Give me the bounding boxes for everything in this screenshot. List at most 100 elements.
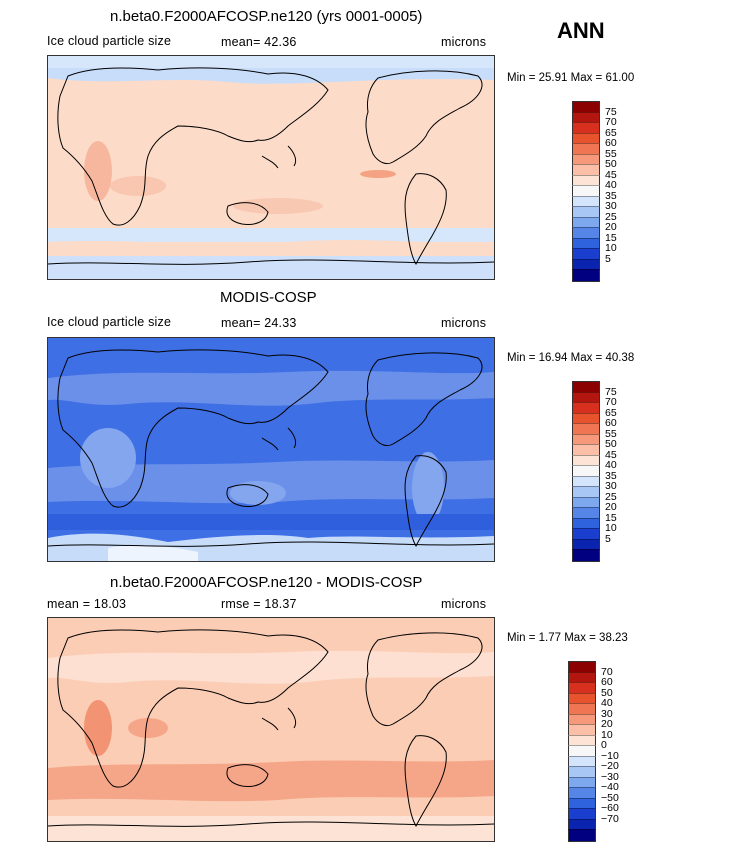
colorbar-swatch <box>572 132 600 144</box>
colorbar-swatch <box>568 671 596 683</box>
colorbar-swatch <box>572 549 600 562</box>
colorbar-tick-label: 40 <box>605 179 617 191</box>
colorbar-tick-label: −60 <box>601 802 619 814</box>
colorbar-tick-label: 30 <box>605 480 617 492</box>
colorbar-swatch <box>568 724 596 736</box>
panel2-title: MODIS-COSP <box>220 289 317 306</box>
panel1-title: n.beta0.F2000AFCOSP.ne120 (yrs 0001-0005… <box>110 8 423 25</box>
colorbar-swatch <box>572 517 600 529</box>
colorbar-swatch <box>572 237 600 249</box>
panel1-variable-label: Ice cloud particle size <box>47 34 172 48</box>
colorbar-tick-label: 40 <box>605 459 617 471</box>
colorbar-swatch <box>572 185 600 197</box>
colorbar-tick-label: 20 <box>605 221 617 233</box>
colorbar-tick-label: 15 <box>605 231 617 244</box>
colorbar-swatch <box>568 818 596 830</box>
colorbar-tick-label: 65 <box>605 126 617 139</box>
colorbar-tick-label: 5 <box>605 252 611 265</box>
colorbar-swatch <box>572 122 600 134</box>
panel2-units: microns <box>441 316 487 330</box>
colorbar-tick-label: 25 <box>605 490 617 503</box>
colorbar-swatch <box>572 465 600 477</box>
colorbar-tick-label: 50 <box>605 158 617 170</box>
panel2-map <box>47 337 495 562</box>
colorbar-tick-label: 15 <box>605 511 617 524</box>
colorbar-swatch <box>572 423 600 435</box>
colorbar-swatch <box>572 227 600 239</box>
colorbar-swatch <box>572 111 600 123</box>
colorbar-tick-label: 20 <box>605 501 617 513</box>
colorbar-swatch <box>568 797 596 809</box>
panel3-units: microns <box>441 597 487 611</box>
colorbar-tick-label: 10 <box>605 522 617 534</box>
colorbar-tick-label: −40 <box>601 781 619 793</box>
colorbar-tick-label: 45 <box>605 448 617 461</box>
colorbar-swatch <box>572 412 600 424</box>
colorbar-swatch <box>568 713 596 725</box>
colorbar-tick-label: −70 <box>601 812 619 825</box>
colorbar-swatch <box>572 496 600 508</box>
panel3-min-max: Min = 1.77 Max = 38.23 <box>507 632 628 644</box>
colorbar-tick-label: 5 <box>605 532 611 545</box>
colorbar-tick-label: 70 <box>601 665 613 678</box>
colorbar-tick-label: 55 <box>605 147 617 160</box>
colorbar-tick-label: 50 <box>605 438 617 450</box>
panel1-min-max: Min = 25.91 Max = 61.00 <box>507 72 635 84</box>
colorbar-swatch <box>568 808 596 820</box>
colorbar-swatch <box>572 269 600 282</box>
colorbar-tick-label: 35 <box>605 469 617 482</box>
panel3-rmse: rmse = 18.37 <box>221 597 297 611</box>
panel1-map <box>47 55 495 280</box>
colorbar-swatch <box>568 745 596 757</box>
colorbar-tick-label: 30 <box>605 200 617 212</box>
colorbar-swatch <box>572 454 600 466</box>
colorbar-swatch <box>568 682 596 694</box>
colorbar-swatch <box>572 216 600 228</box>
panel1-mean: mean= 42.36 <box>221 35 297 49</box>
colorbar-swatch <box>572 248 600 260</box>
colorbar-swatch <box>568 661 596 673</box>
colorbar-swatch <box>568 692 596 704</box>
colorbar-swatch <box>568 829 596 842</box>
colorbar-tick-label: −30 <box>601 770 619 783</box>
colorbar-tick-label: 10 <box>601 728 613 741</box>
colorbar-tick-label: 25 <box>605 210 617 223</box>
colorbar-swatch <box>572 433 600 445</box>
colorbar-swatch <box>572 143 600 155</box>
colorbar-swatch <box>572 101 600 113</box>
panel3-map-background <box>48 618 494 841</box>
panel3-title: n.beta0.F2000AFCOSP.ne120 - MODIS-COSP <box>110 574 423 591</box>
colorbar-tick-label: 60 <box>605 137 617 149</box>
colorbar-tick-label: 20 <box>601 718 613 730</box>
colorbar-tick-label: 45 <box>605 168 617 181</box>
colorbar-swatch <box>572 195 600 207</box>
colorbar-swatch <box>572 486 600 498</box>
colorbar-tick-label: 55 <box>605 427 617 440</box>
colorbar-swatch <box>572 153 600 165</box>
panel1-units: microns <box>441 35 487 49</box>
colorbar-tick-label: −10 <box>601 749 619 762</box>
colorbar-swatch <box>572 258 600 270</box>
colorbar-swatch <box>572 507 600 519</box>
colorbar-tick-label: 75 <box>605 385 617 398</box>
colorbar-tick-label: 30 <box>601 707 613 720</box>
colorbar-swatch <box>568 703 596 715</box>
panel2-variable-label: Ice cloud particle size <box>47 315 172 329</box>
colorbar-swatch <box>568 755 596 767</box>
season-label: ANN <box>557 18 605 43</box>
colorbar-swatch <box>568 787 596 799</box>
colorbar-swatch <box>568 734 596 746</box>
colorbar-tick-label: 70 <box>605 396 617 408</box>
colorbar-swatch <box>572 164 600 176</box>
panel3-mean: mean = 18.03 <box>47 597 127 611</box>
colorbar-tick-label: 70 <box>605 116 617 128</box>
colorbar-tick-label: 35 <box>605 189 617 202</box>
colorbar-tick-label: −50 <box>601 791 619 804</box>
panel3-map <box>47 617 495 842</box>
colorbar-tick-label: 50 <box>601 686 613 699</box>
colorbar-swatch <box>572 391 600 403</box>
colorbar-tick-label: −20 <box>601 760 619 772</box>
colorbar-swatch <box>572 444 600 456</box>
colorbar-swatch <box>572 528 600 540</box>
colorbar-swatch <box>572 174 600 186</box>
